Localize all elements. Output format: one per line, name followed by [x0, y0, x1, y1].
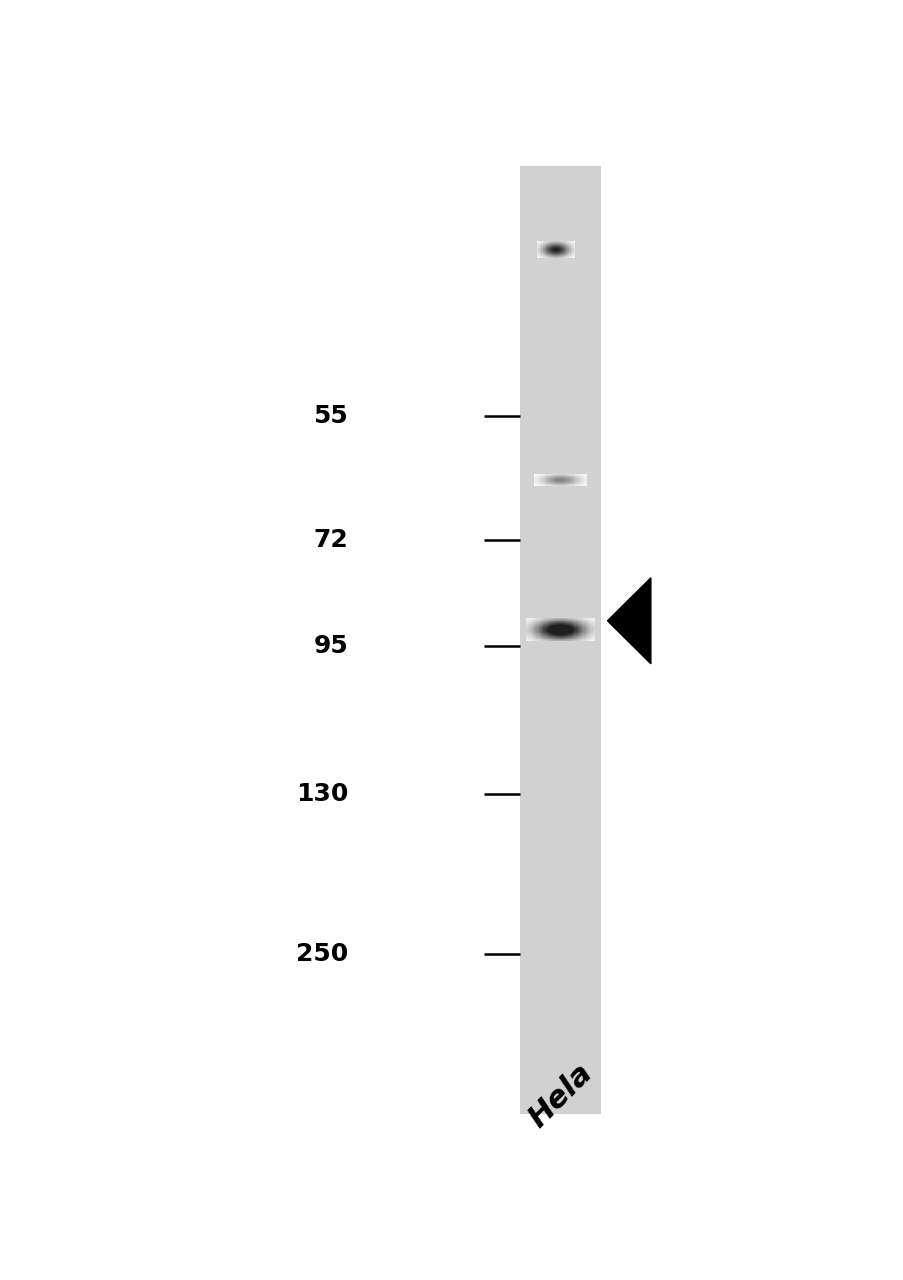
Bar [519, 166, 600, 1114]
Text: Hela: Hela [522, 1057, 598, 1133]
Text: 250: 250 [295, 942, 348, 965]
Polygon shape [607, 577, 650, 664]
Text: 72: 72 [313, 529, 348, 552]
Text: 130: 130 [295, 782, 348, 805]
Text: 95: 95 [313, 635, 348, 658]
Text: 55: 55 [313, 404, 348, 428]
